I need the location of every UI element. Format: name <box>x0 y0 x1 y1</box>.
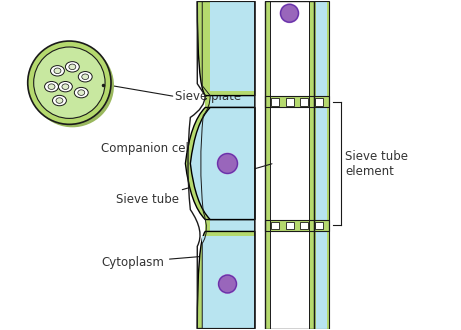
Bar <box>202 236 255 329</box>
Bar <box>265 96 329 108</box>
Ellipse shape <box>45 82 59 92</box>
Circle shape <box>31 44 114 127</box>
Bar <box>300 98 308 106</box>
Text: Sieve tube: Sieve tube <box>116 164 272 206</box>
Circle shape <box>279 3 299 23</box>
Ellipse shape <box>59 82 72 92</box>
Ellipse shape <box>51 66 65 76</box>
Bar <box>300 221 308 229</box>
Bar <box>314 1 329 329</box>
Ellipse shape <box>65 62 79 72</box>
Circle shape <box>28 41 111 124</box>
Bar <box>286 98 294 106</box>
Circle shape <box>218 153 237 174</box>
Ellipse shape <box>56 98 63 103</box>
PathPatch shape <box>185 108 255 219</box>
Ellipse shape <box>48 84 55 89</box>
Bar <box>270 1 309 329</box>
Bar <box>205 1 255 329</box>
Ellipse shape <box>74 87 88 98</box>
Text: Sieve tube
element: Sieve tube element <box>345 149 408 178</box>
Bar <box>265 1 314 329</box>
Ellipse shape <box>69 64 76 70</box>
Text: Cytoplasm: Cytoplasm <box>101 256 201 269</box>
Bar <box>270 1 309 329</box>
Ellipse shape <box>78 72 92 82</box>
Bar <box>210 1 255 329</box>
Bar <box>315 98 323 106</box>
Bar <box>271 221 279 229</box>
Bar <box>314 1 329 329</box>
Ellipse shape <box>82 74 89 80</box>
PathPatch shape <box>197 1 255 96</box>
Bar <box>210 1 255 91</box>
Text: Sieve plate: Sieve plate <box>176 90 242 103</box>
Bar <box>286 221 294 229</box>
PathPatch shape <box>197 231 255 329</box>
Circle shape <box>281 4 298 22</box>
Circle shape <box>34 47 105 118</box>
Ellipse shape <box>53 95 66 106</box>
Circle shape <box>219 275 236 293</box>
Bar <box>316 1 327 329</box>
Bar <box>265 219 329 231</box>
Ellipse shape <box>78 90 85 95</box>
Ellipse shape <box>54 68 61 74</box>
Circle shape <box>218 274 237 294</box>
Bar <box>315 221 323 229</box>
Bar <box>271 98 279 106</box>
Ellipse shape <box>62 84 69 89</box>
PathPatch shape <box>190 108 255 219</box>
Circle shape <box>217 152 238 175</box>
Bar <box>265 1 314 329</box>
Text: Companion cell: Companion cell <box>101 142 209 155</box>
